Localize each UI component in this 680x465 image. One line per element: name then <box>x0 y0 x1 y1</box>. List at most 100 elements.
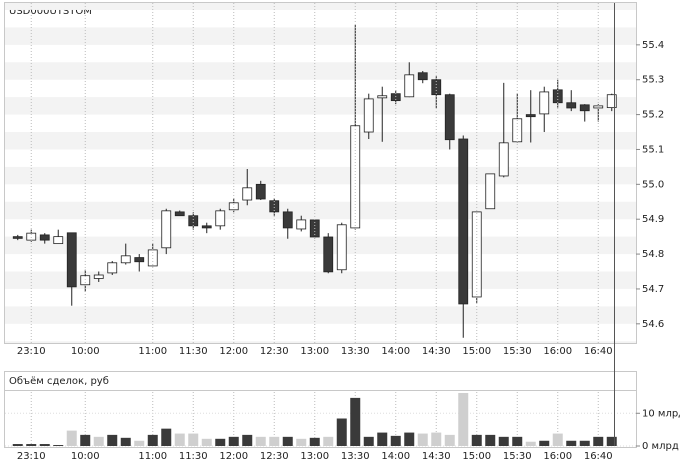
candle-body <box>363 98 374 133</box>
volume-bar <box>444 434 455 446</box>
x-tick-label: 11:00 <box>138 346 167 357</box>
x-tick-label: 10:00 <box>71 451 100 462</box>
y-tick-label: 54.6 <box>642 319 664 330</box>
volume-bar <box>255 436 266 446</box>
x-tick-label: 13:00 <box>300 451 329 462</box>
candle-body <box>269 200 280 213</box>
grid-band <box>5 201 636 220</box>
x-tick-label: 13:30 <box>341 346 370 357</box>
x-tick-label: 13:00 <box>300 346 329 357</box>
grid-band <box>5 97 636 115</box>
grid-band <box>5 236 636 255</box>
volume-bar <box>174 433 185 446</box>
grid-band <box>5 306 636 324</box>
x-tick-label: 23:10 <box>17 451 46 462</box>
volume-bar <box>498 436 509 446</box>
volume-bar <box>53 445 64 446</box>
candle-body <box>417 72 428 81</box>
grid-band <box>5 62 636 80</box>
candle-body <box>53 236 64 245</box>
y-tick-label: 10 млрд <box>642 408 680 419</box>
volume-bar <box>377 432 388 446</box>
grid-band <box>5 3 636 10</box>
candle-body <box>525 114 536 118</box>
y-tick-label: 55.2 <box>642 110 664 121</box>
volume-bar <box>12 444 23 446</box>
x-tick-label: 12:30 <box>260 451 289 462</box>
x-tick-label: 15:00 <box>462 346 491 357</box>
volume-title: Объём сделок, руб <box>9 376 109 387</box>
volume-bar <box>188 433 199 446</box>
candle-body <box>12 236 23 239</box>
volume-bar <box>431 432 442 446</box>
volume-bar <box>566 440 577 446</box>
volume-bar <box>242 434 253 446</box>
grid-band <box>5 132 636 150</box>
volume-bar <box>161 428 172 446</box>
candle-body <box>174 211 185 217</box>
candle-body <box>566 102 577 109</box>
grid-band <box>5 27 636 45</box>
candle-body <box>336 224 347 271</box>
volume-bar <box>579 440 590 446</box>
volume-bar <box>201 438 212 446</box>
candle-body <box>579 104 590 112</box>
candle-body <box>66 232 77 288</box>
volume-bar <box>593 436 604 446</box>
volume-bar <box>417 433 428 446</box>
y-tick-label: 54.7 <box>642 284 664 295</box>
x-tick-label: 12:00 <box>219 451 248 462</box>
y-tick-label: 55.3 <box>642 75 664 86</box>
volume-bar <box>296 438 307 446</box>
x-tick-label: 15:30 <box>503 451 532 462</box>
volume-bar <box>134 440 145 446</box>
x-tick-label: 16:40 <box>584 451 613 462</box>
x-tick-label: 13:30 <box>341 451 370 462</box>
volume-bar <box>215 438 226 446</box>
x-tick-label: 14:30 <box>422 346 451 357</box>
volume-bar <box>539 440 550 446</box>
x-tick-label: 14:00 <box>381 451 410 462</box>
volume-bar <box>282 436 293 446</box>
x-tick-label: 16:00 <box>543 451 572 462</box>
candle-body <box>201 225 212 229</box>
x-tick-label: 12:00 <box>219 346 248 357</box>
x-tick-label: 15:00 <box>462 451 491 462</box>
y-tick-label: 54.9 <box>642 214 664 225</box>
candle-body <box>134 257 145 263</box>
candle-body <box>188 215 199 227</box>
candle-body <box>444 94 455 141</box>
candle-body <box>107 262 118 274</box>
volume-bar <box>485 434 496 446</box>
candle-body <box>404 74 415 98</box>
candle-body <box>377 95 388 99</box>
candle-body <box>93 274 104 279</box>
x-tick-label: 15:30 <box>503 346 532 357</box>
candle-body <box>255 183 266 200</box>
x-tick-label: 12:30 <box>260 346 289 357</box>
volume-bar <box>336 418 347 446</box>
candle-body <box>606 94 617 109</box>
grid-band <box>5 166 636 185</box>
grid-band <box>5 341 636 343</box>
volume-bar <box>552 433 563 446</box>
candle-body <box>39 234 50 241</box>
x-tick-label: 14:00 <box>381 346 410 357</box>
candle-body <box>282 211 293 229</box>
volume-bar <box>269 436 280 446</box>
candle-body <box>80 275 91 286</box>
volume-bar <box>39 444 50 446</box>
y-tick-label: 55.1 <box>642 144 664 155</box>
volume-bar <box>93 436 104 446</box>
candle-body <box>296 219 307 230</box>
x-tick-label: 16:00 <box>543 346 572 357</box>
candle-body <box>323 236 334 273</box>
volume-bar <box>228 436 239 446</box>
volume-bar <box>309 437 320 446</box>
y-tick-label: 54.8 <box>642 249 664 260</box>
candle-body <box>215 210 226 227</box>
volume-bar <box>512 436 523 446</box>
volume-bar <box>404 432 415 446</box>
candle-body <box>593 105 604 109</box>
